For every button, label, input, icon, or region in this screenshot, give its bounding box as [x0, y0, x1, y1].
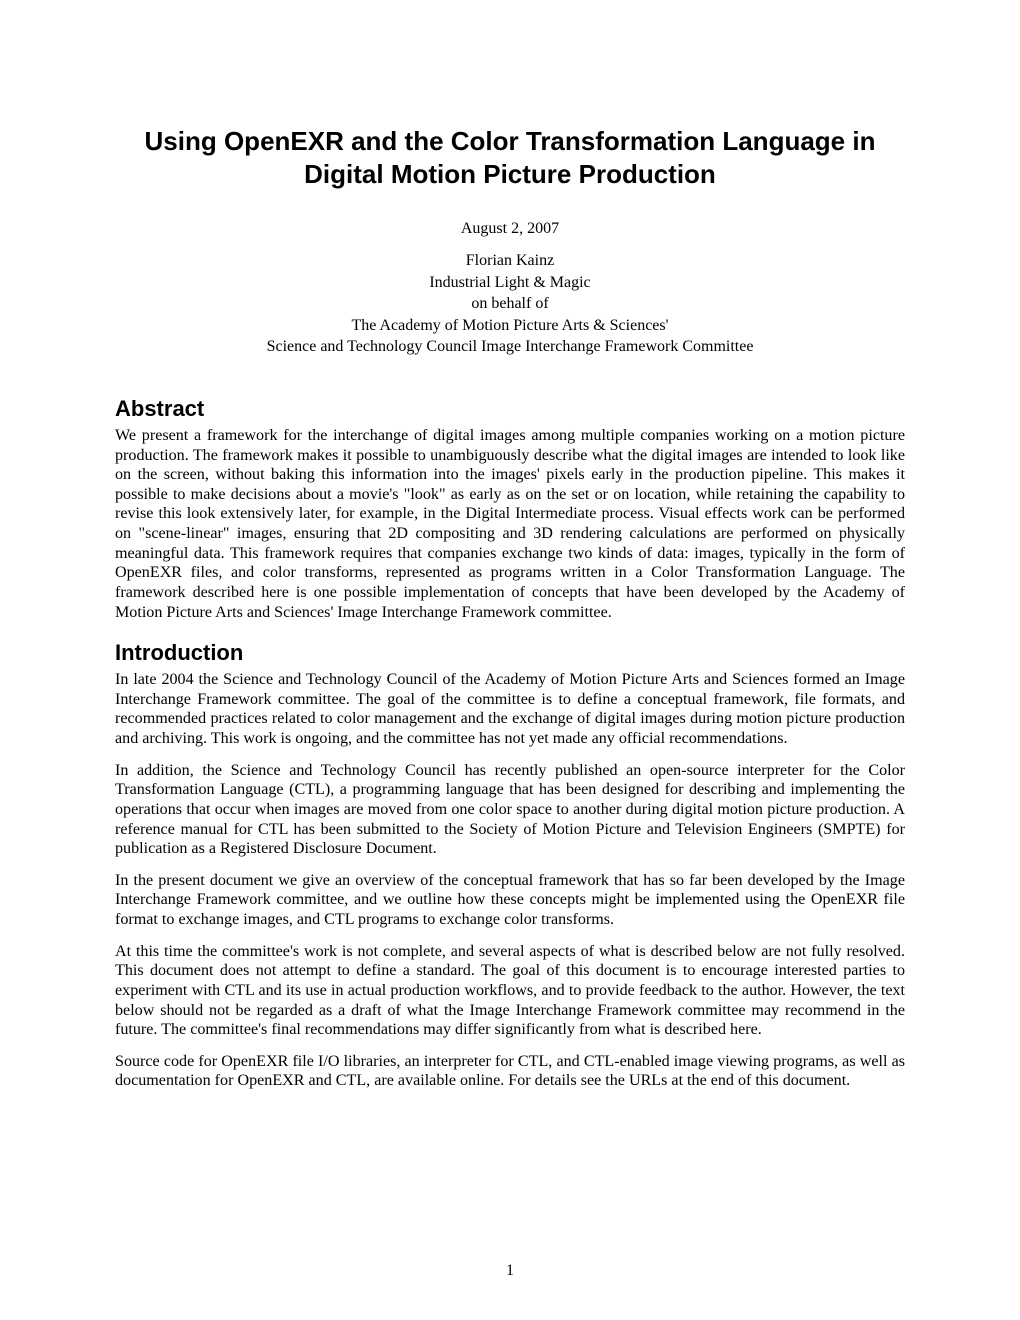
- introduction-paragraph-3: In the present document we give an overv…: [115, 871, 905, 930]
- introduction-heading: Introduction: [115, 640, 905, 666]
- document-page: Using OpenEXR and the Color Transformati…: [0, 0, 1020, 1320]
- abstract-section: Abstract We present a framework for the …: [115, 396, 905, 622]
- introduction-paragraph-5: Source code for OpenEXR file I/O librari…: [115, 1052, 905, 1091]
- introduction-paragraph-4: At this time the committee's work is not…: [115, 942, 905, 1040]
- author-affiliation: Industrial Light & Magic: [115, 272, 905, 294]
- abstract-heading: Abstract: [115, 396, 905, 422]
- behalf-org-line2: Science and Technology Council Image Int…: [115, 336, 905, 358]
- author-name: Florian Kainz: [115, 250, 905, 272]
- introduction-paragraph-1: In late 2004 the Science and Technology …: [115, 670, 905, 749]
- introduction-paragraph-2: In addition, the Science and Technology …: [115, 761, 905, 859]
- document-title: Using OpenEXR and the Color Transformati…: [115, 125, 905, 190]
- abstract-paragraph: We present a framework for the interchan…: [115, 426, 905, 622]
- author-block: Florian Kainz Industrial Light & Magic o…: [115, 250, 905, 358]
- behalf-prefix: on behalf of: [115, 293, 905, 315]
- introduction-section: Introduction In late 2004 the Science an…: [115, 640, 905, 1091]
- behalf-org-line1: The Academy of Motion Picture Arts & Sci…: [115, 315, 905, 337]
- document-date: August 2, 2007: [115, 220, 905, 238]
- page-number: 1: [0, 1262, 1020, 1280]
